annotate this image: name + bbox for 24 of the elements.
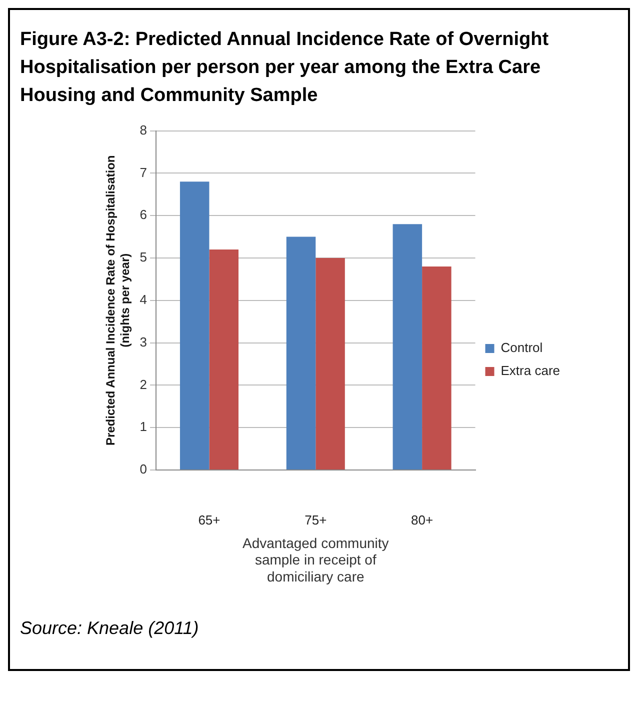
x-tick-label: 65+ xyxy=(198,512,220,528)
chart-title: Figure A3-2: Predicted Annual Incidence Rate of Overnight Hospitalisation per person per year among the Extra Care Housing and Community Sample xyxy=(20,28,550,108)
x-axis-title: Advantaged community sample in receipt of domiciliary care xyxy=(242,534,389,584)
y-tick-label: 2 xyxy=(140,376,148,392)
x-tick-label: 75+ xyxy=(304,512,327,528)
y-tick-label: 1 xyxy=(140,419,148,434)
legend-label: Control xyxy=(500,340,543,356)
x-tick-label: 80+ xyxy=(411,512,434,528)
y-tick-label: 7 xyxy=(140,164,148,180)
y-tick-label: 3 xyxy=(140,334,148,350)
y-tick-label: 4 xyxy=(140,292,148,307)
bar xyxy=(392,224,422,470)
bar xyxy=(286,236,316,470)
source-note: Source: Kneale (2011) xyxy=(20,618,200,639)
y-axis-title: Predicted Annual Incidence Rate of Hospitalisation (nights per year) xyxy=(104,155,132,446)
y-tick-label: 8 xyxy=(140,122,148,138)
y-tick-label: 6 xyxy=(140,207,148,222)
bar xyxy=(422,266,452,470)
legend-label: Extra care xyxy=(500,363,560,378)
bar xyxy=(316,258,345,470)
bar xyxy=(209,250,238,470)
bar xyxy=(180,182,210,470)
y-tick-label: 5 xyxy=(140,250,148,265)
y-tick-label: 0 xyxy=(140,462,148,477)
